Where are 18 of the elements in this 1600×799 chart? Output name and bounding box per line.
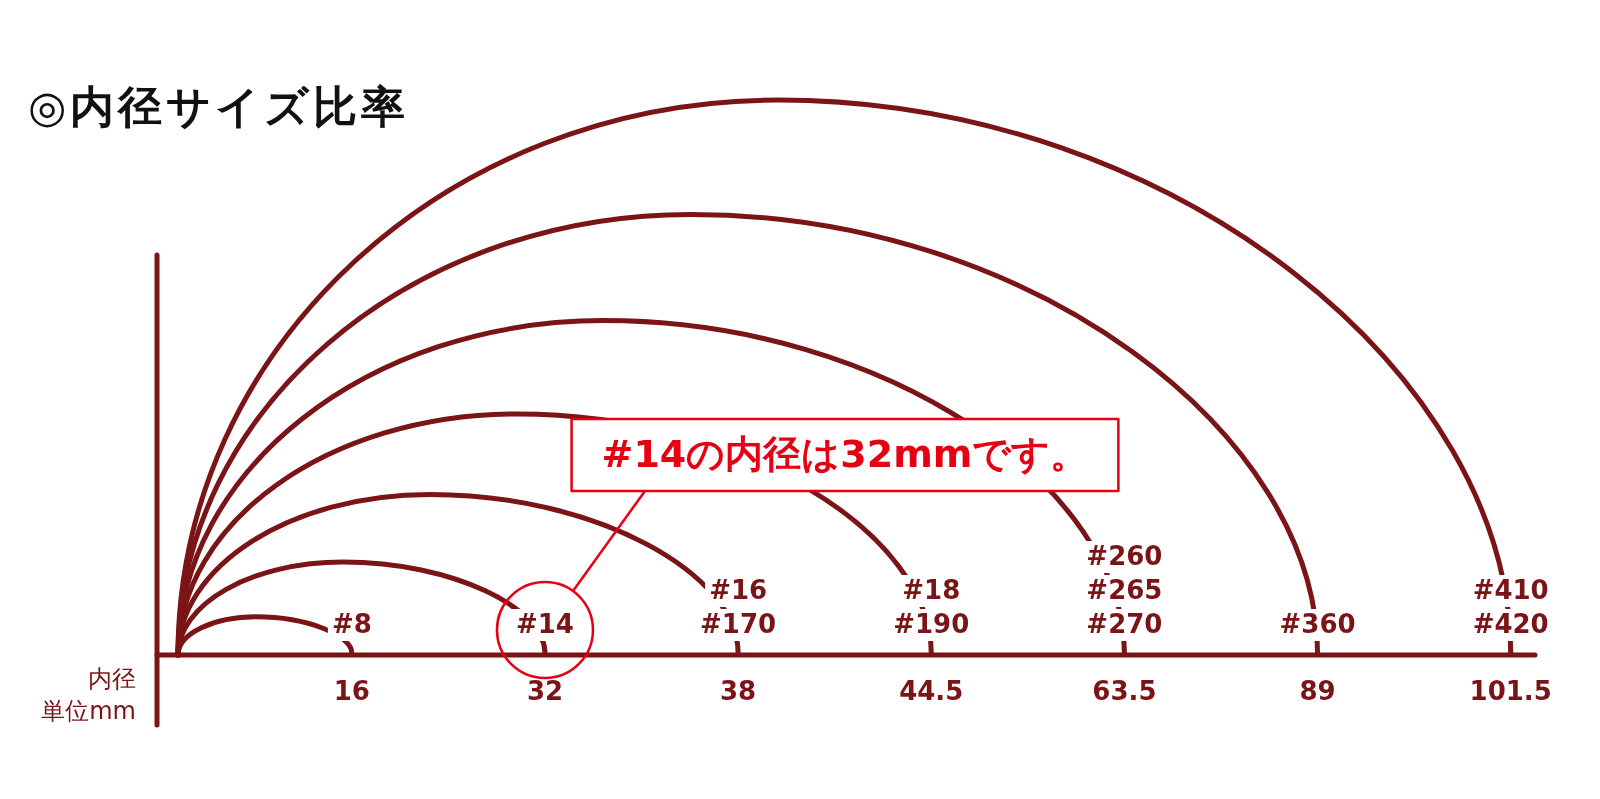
category-label: #8 [331,609,372,639]
category-label: #16 #170 [700,575,777,639]
text: 内径 [88,665,136,693]
data-label: 63.5 [1092,676,1157,706]
text: ◎内径サイズ比率 [28,80,410,134]
category-label: #14 [515,609,574,639]
data-label: 89 [1299,676,1336,706]
text: #14の内径は32mmです。 [601,431,1089,476]
category-label: #18 #190 [893,575,970,639]
data-label: 38 [720,676,757,706]
category-label: #260 #265 #270 [1086,541,1163,639]
data-label: 16 [333,676,370,706]
data-label: 101.5 [1469,676,1552,706]
category-label: #410 #420 [1472,575,1549,639]
data-label: 44.5 [899,676,964,706]
category-label: #360 [1279,609,1356,639]
data-label: 32 [526,676,564,706]
text: 単位mm [41,697,136,725]
